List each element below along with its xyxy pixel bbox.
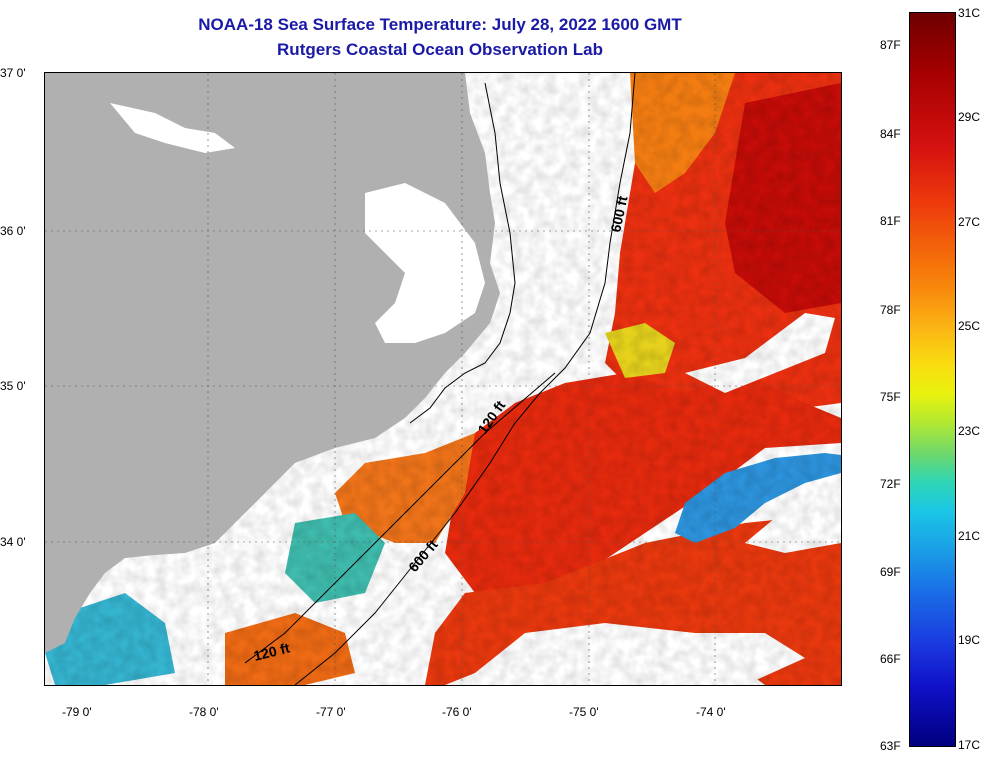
cbar-label-25c: 25C	[958, 319, 981, 333]
cbar-label-27c: 27C	[958, 215, 981, 229]
cbar-label-87f: 87F	[880, 38, 901, 52]
lat-label-36: 36 0'	[0, 224, 26, 238]
lat-label-35: 35 0'	[0, 379, 26, 393]
outer-banks-coastline	[409, 82, 516, 424]
cbar-label-69f: 69F	[880, 565, 901, 579]
cbar-label-19c: 19C	[958, 633, 981, 647]
lon-label-74: -74 0'	[696, 705, 726, 719]
pamlico-sound	[365, 183, 485, 343]
isobath-120ft	[244, 372, 556, 664]
lon-label-79: -79 0'	[62, 705, 92, 719]
cbar-label-75f: 75F	[880, 390, 901, 404]
sst-map: 600 ft 120 ft 600 ft 120 ft	[44, 72, 842, 686]
cbar-label-17c: 17C	[958, 738, 981, 752]
isobath-600ft	[294, 73, 636, 685]
lon-label-78: -78 0'	[189, 705, 219, 719]
cbar-label-72f: 72F	[880, 477, 901, 491]
cbar-label-31c: 31C	[958, 6, 981, 20]
cbar-label-23c: 23C	[958, 424, 981, 438]
cbar-label-21c: 21C	[958, 529, 981, 543]
map-title: NOAA-18 Sea Surface Temperature: July 28…	[198, 15, 682, 34]
cbar-label-29c: 29C	[958, 110, 981, 124]
lon-label-76: -76 0'	[442, 705, 472, 719]
cbar-label-63f: 63F	[880, 739, 901, 753]
map-subtitle: Rutgers Coastal Ocean Observation Lab	[277, 40, 603, 59]
sst-map-canvas: 600 ft 120 ft 600 ft 120 ft	[45, 73, 841, 685]
cbar-label-78f: 78F	[880, 303, 901, 317]
cbar-label-84f: 84F	[880, 127, 901, 141]
isobath-label-600-north: 600 ft	[607, 194, 630, 233]
lon-label-77: -77 0'	[316, 705, 346, 719]
cbar-label-81f: 81F	[880, 214, 901, 228]
lat-label-34: 34 0'	[0, 535, 26, 549]
temperature-colorbar	[909, 12, 956, 747]
cbar-label-66f: 66F	[880, 652, 901, 666]
lat-label-37: 37 0'	[0, 66, 26, 80]
lon-label-75: -75 0'	[569, 705, 599, 719]
albemarle-sound	[110, 103, 235, 153]
